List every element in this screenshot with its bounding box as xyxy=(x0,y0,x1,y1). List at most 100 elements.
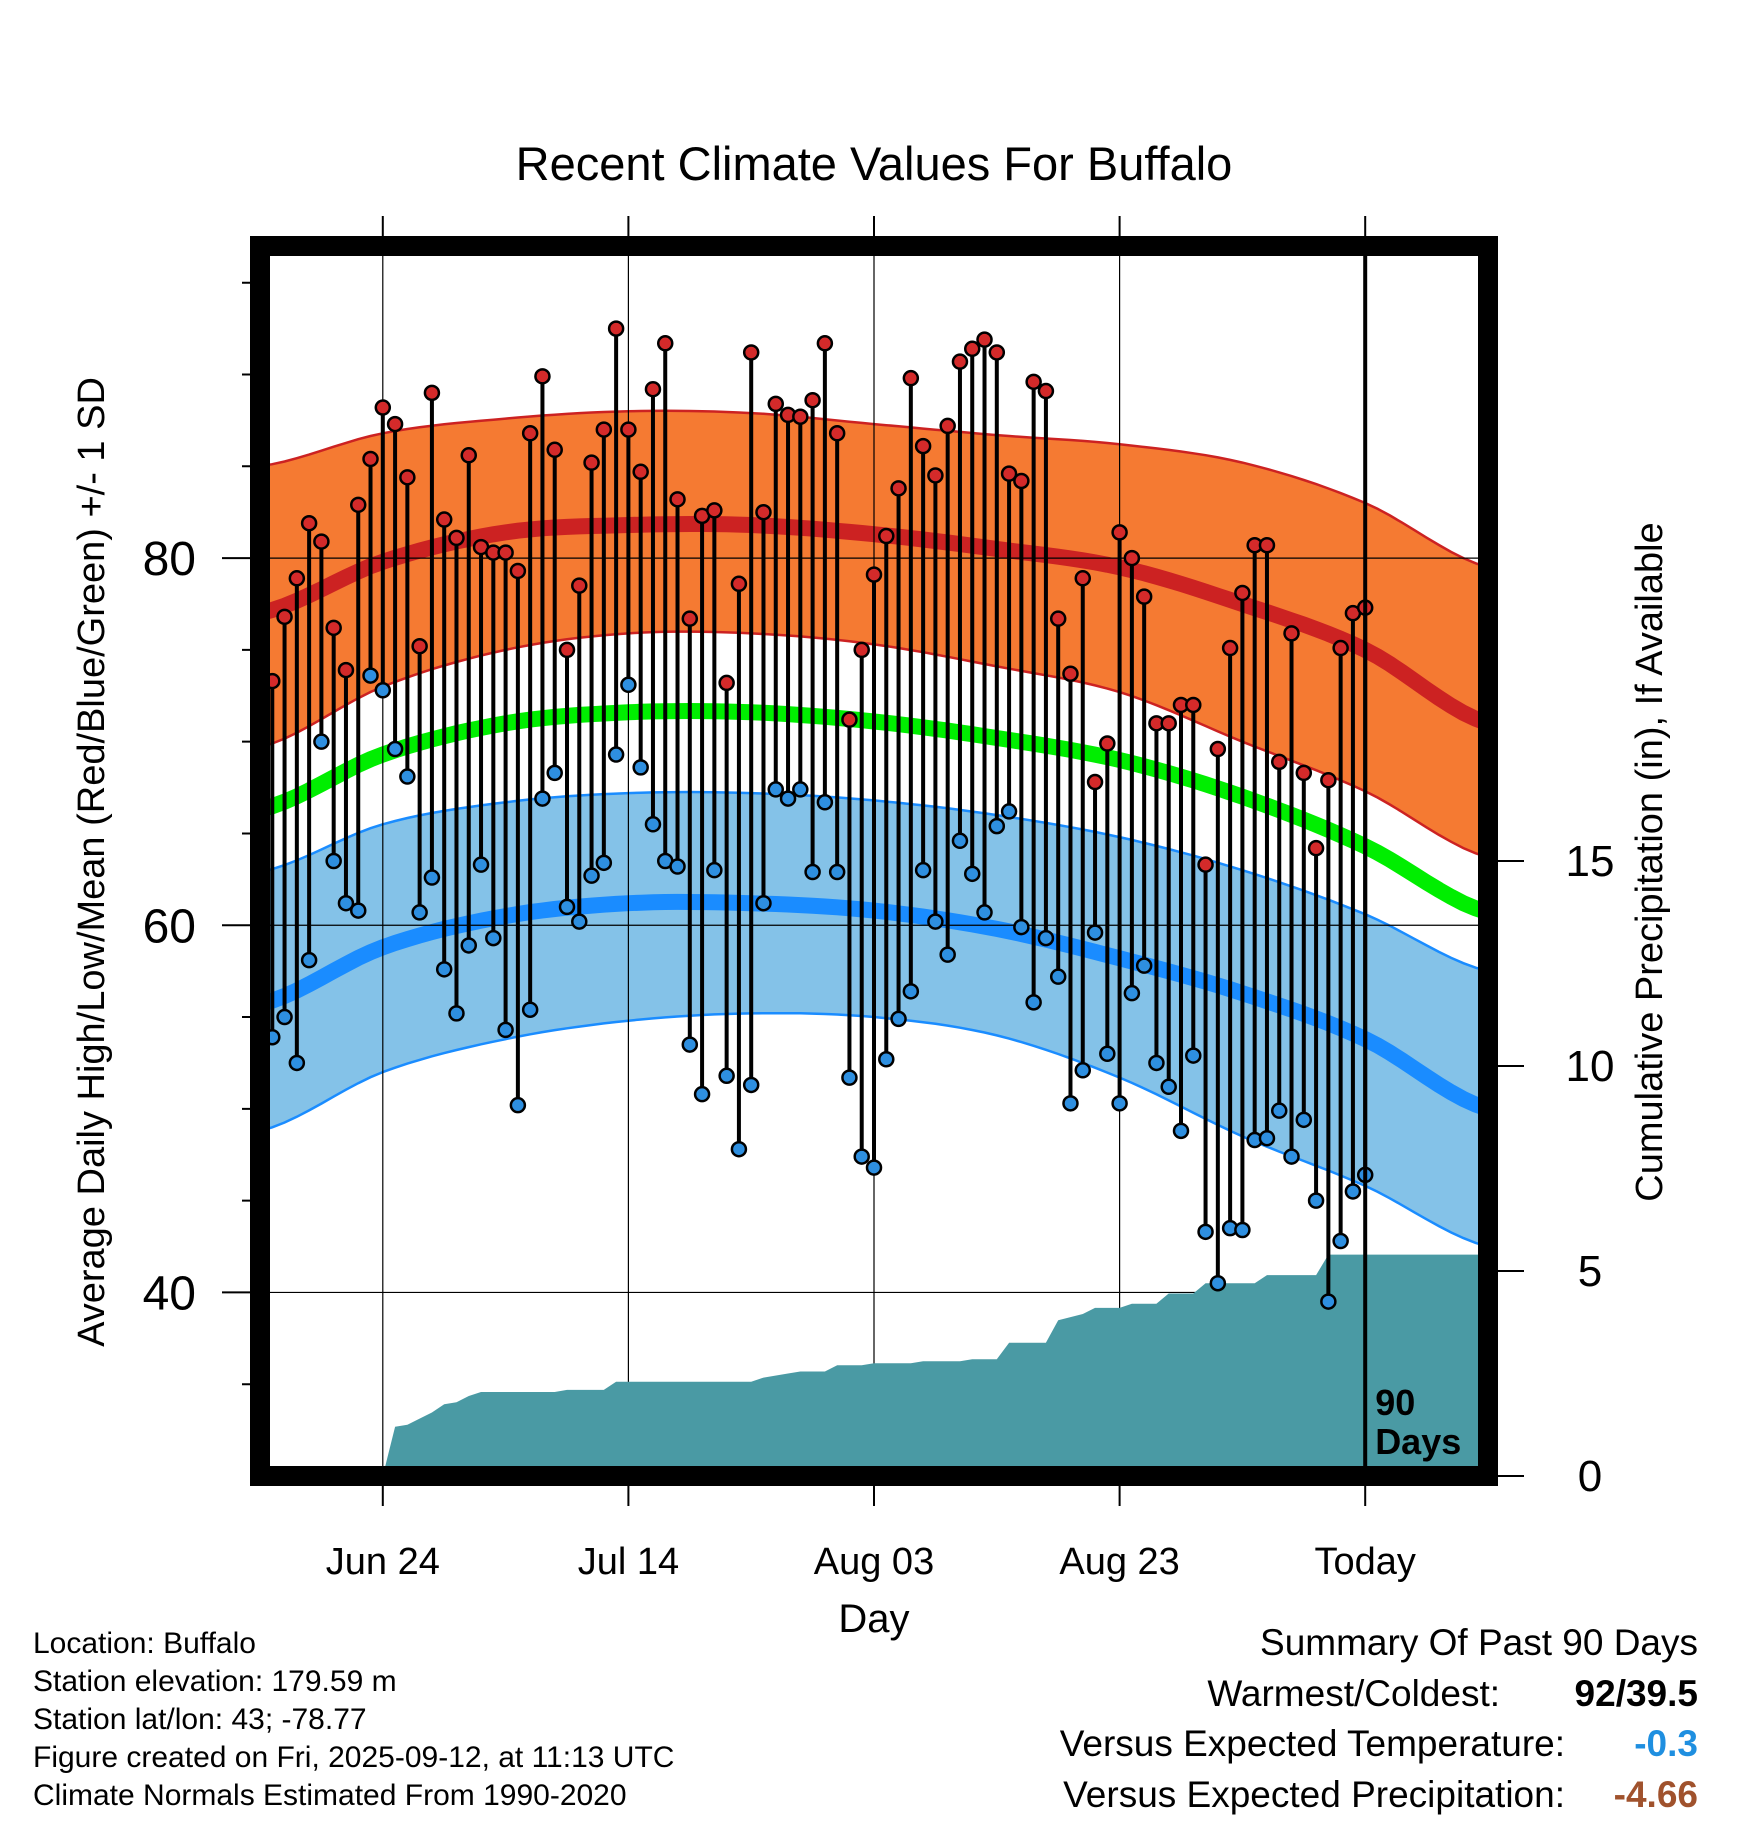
low-point xyxy=(1172,1122,1190,1140)
low-point xyxy=(349,902,367,919)
low-point xyxy=(534,790,551,807)
high-point xyxy=(1062,665,1079,682)
high-point xyxy=(706,502,723,519)
chart-title: Recent Climate Values For Buffalo xyxy=(516,137,1233,190)
low-point xyxy=(1307,1192,1325,1209)
low-point xyxy=(1283,1148,1300,1165)
period-label-days: Days xyxy=(1375,1421,1461,1462)
high-point xyxy=(656,335,674,352)
low-point xyxy=(1135,957,1153,974)
high-point xyxy=(325,619,342,637)
low-point xyxy=(374,682,392,699)
low-point xyxy=(804,863,821,881)
low-point xyxy=(841,1069,858,1086)
y-tick-label: 80 xyxy=(143,533,196,586)
low-point xyxy=(607,746,625,763)
elevation-text: Station elevation: 179.59 m xyxy=(33,1665,397,1698)
low-point xyxy=(693,1085,711,1103)
low-point xyxy=(706,861,723,879)
low-point xyxy=(1320,1293,1337,1310)
summary-title: Summary Of Past 90 Days xyxy=(1260,1622,1698,1663)
low-point xyxy=(865,1159,883,1176)
high-point xyxy=(1258,536,1276,554)
low-point xyxy=(1074,1062,1092,1079)
low-point xyxy=(963,865,981,883)
high-point xyxy=(313,533,330,550)
low-point xyxy=(1037,929,1055,947)
high-point xyxy=(767,395,785,413)
low-point xyxy=(435,961,453,978)
high-point xyxy=(300,514,318,532)
low-point xyxy=(828,863,846,881)
low-point xyxy=(1332,1232,1349,1250)
high-point xyxy=(448,529,465,547)
low-point xyxy=(472,856,490,873)
high-point xyxy=(374,399,392,416)
high-point xyxy=(1160,715,1177,732)
x-tick-label: Aug 23 xyxy=(1059,1541,1179,1583)
low-point xyxy=(718,1067,735,1085)
high-point xyxy=(1086,773,1104,791)
high-point xyxy=(1000,465,1018,482)
low-point xyxy=(399,768,416,785)
x-tick-label: Today xyxy=(1314,1541,1415,1583)
high-point xyxy=(1320,771,1337,789)
high-point xyxy=(890,480,907,497)
high-point xyxy=(1295,764,1313,782)
warmest-coldest-label: Warmest/Coldest: xyxy=(1207,1673,1500,1714)
high-point xyxy=(841,711,858,728)
low-point xyxy=(681,1036,699,1053)
high-point xyxy=(853,641,870,659)
low-point xyxy=(620,676,637,694)
precip-departure-label: Versus Expected Precipitation: xyxy=(1063,1774,1565,1815)
high-point xyxy=(595,421,613,438)
high-point xyxy=(976,331,993,348)
low-point xyxy=(669,858,686,875)
normals-text: Climate Normals Estimated From 1990-2020 xyxy=(33,1779,627,1812)
low-point xyxy=(890,1010,907,1028)
high-point xyxy=(792,408,809,425)
high-point xyxy=(718,674,735,692)
high-point xyxy=(288,570,306,587)
high-point xyxy=(963,340,981,358)
low-point xyxy=(742,1076,760,1094)
low-point xyxy=(595,854,613,872)
x-tick-label: Aug 03 xyxy=(814,1541,934,1583)
low-point xyxy=(914,861,932,879)
high-point xyxy=(730,575,748,593)
high-point xyxy=(742,344,760,361)
high-point xyxy=(399,469,416,486)
high-point xyxy=(460,447,478,464)
high-point xyxy=(1221,639,1239,657)
temp-departure-value: -0.3 xyxy=(1634,1723,1698,1764)
low-point xyxy=(300,951,318,969)
high-point xyxy=(865,566,883,583)
low-point xyxy=(878,1051,895,1068)
high-point xyxy=(1270,753,1288,771)
y-axis-label: Average Daily High/Low/Mean (Red/Blue/Gr… xyxy=(71,377,113,1347)
high-point xyxy=(546,441,563,459)
high-point xyxy=(607,320,625,337)
low-point xyxy=(927,913,944,930)
high-point xyxy=(1123,549,1141,567)
y2-tick-label: 10 xyxy=(1566,1042,1615,1091)
low-point xyxy=(1062,1095,1079,1112)
high-point xyxy=(349,496,367,514)
low-point xyxy=(951,832,969,850)
high-point xyxy=(620,421,637,438)
high-point xyxy=(1025,373,1042,391)
low-point xyxy=(485,929,502,947)
y2-tick-label: 5 xyxy=(1578,1247,1602,1296)
high-point xyxy=(927,467,944,484)
high-point xyxy=(804,391,821,409)
low-point xyxy=(497,1021,514,1039)
high-point xyxy=(828,425,846,442)
high-point xyxy=(1209,740,1227,758)
high-point xyxy=(558,641,576,659)
high-point xyxy=(644,380,662,398)
low-point xyxy=(1234,1221,1251,1239)
high-point xyxy=(951,353,969,370)
low-point xyxy=(779,790,797,807)
high-point xyxy=(914,437,932,455)
